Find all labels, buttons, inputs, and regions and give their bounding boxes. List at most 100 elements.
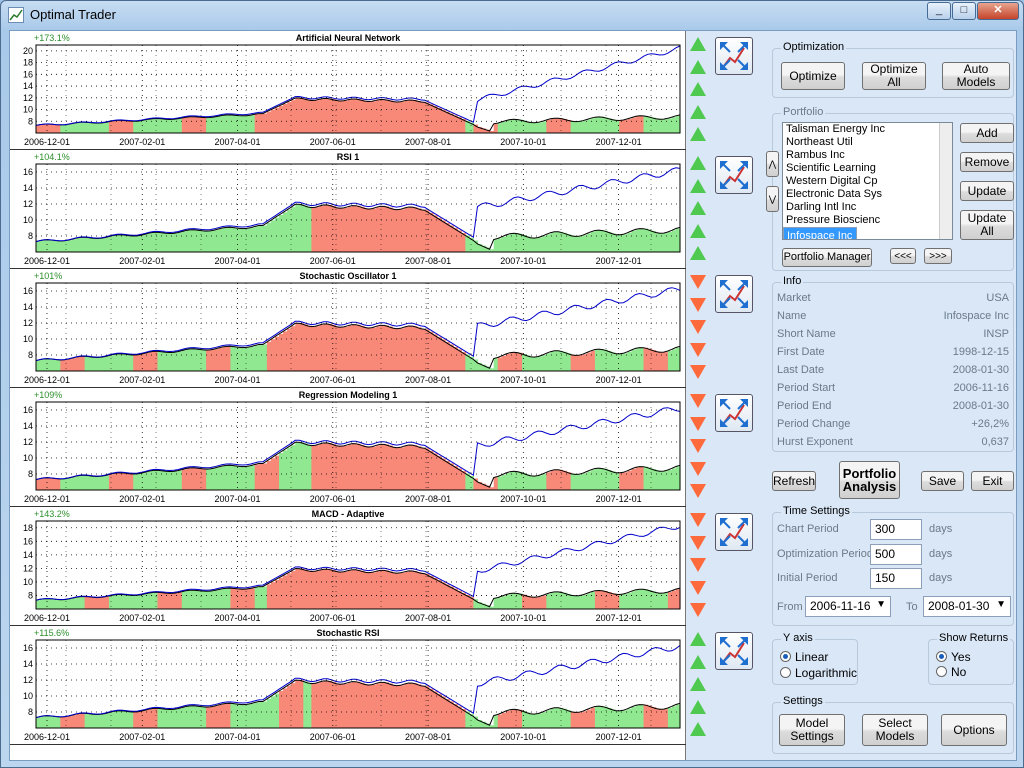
price-area-bar	[436, 217, 442, 252]
expand-chart-button[interactable]	[715, 275, 753, 313]
price-area-bar	[153, 592, 159, 609]
list-item[interactable]: Rambus Inc	[786, 149, 845, 161]
price-area-bar	[607, 118, 612, 133]
close-button[interactable]: ✕	[977, 2, 1019, 20]
price-area-bar	[550, 592, 556, 609]
price-area-bar	[307, 570, 313, 609]
info-group: Info	[772, 275, 1014, 452]
list-item[interactable]: Darling Intl Inc	[786, 201, 857, 213]
price-area-bar	[675, 347, 681, 371]
remove-button[interactable]: Remove	[960, 152, 1014, 172]
info-value: 1998-12-15	[952, 346, 1009, 358]
price-area-bar	[303, 569, 308, 609]
linear-radio[interactable]: Linear	[780, 650, 828, 664]
optimize-all-button[interactable]: Optimize All	[862, 62, 926, 90]
returns-no-radio[interactable]: No	[936, 665, 966, 679]
price-area-bar	[424, 102, 430, 133]
add-button[interactable]: Add	[960, 123, 1014, 143]
maximize-button[interactable]: □	[952, 2, 976, 20]
next-button[interactable]: >>>	[924, 248, 952, 264]
price-area-bar	[647, 705, 653, 728]
initial-period-input[interactable]: 150	[870, 568, 922, 589]
update-all-button[interactable]: Update All	[960, 210, 1014, 240]
logarithmic-radio[interactable]: Logarithmic	[780, 666, 857, 680]
price-line	[35, 203, 681, 250]
auto-models-button[interactable]: Auto Models	[942, 62, 1010, 90]
exit-button[interactable]: Exit	[971, 471, 1014, 491]
price-area-bar	[327, 98, 333, 133]
price-area-bar	[258, 225, 264, 252]
price-area-bar	[262, 463, 268, 490]
portfolio-analysis-button[interactable]: Portfolio Analysis	[839, 461, 900, 499]
list-item[interactable]: Pressure Bioscienc	[786, 214, 881, 226]
price-area-bar	[647, 467, 653, 490]
price-area-bar	[570, 235, 576, 252]
price-area-bar	[639, 466, 645, 490]
price-area-bar	[651, 469, 657, 490]
list-item[interactable]: Scientific Learning	[786, 162, 876, 174]
from-date-picker[interactable]: 2006-11-16 ▼	[805, 596, 891, 617]
returns-yes-radio[interactable]: Yes	[936, 650, 971, 664]
expand-chart-button[interactable]	[715, 156, 753, 194]
returns-yes-radio-dot	[936, 651, 947, 662]
chart-period-input[interactable]: 300	[870, 519, 922, 540]
price-area-bar	[501, 596, 507, 609]
arrow-down-icon	[690, 297, 706, 312]
price-area-bar	[542, 474, 547, 490]
move-up-button[interactable]: ⋀	[766, 151, 779, 177]
price-area-bar	[461, 592, 466, 609]
save-button[interactable]: Save	[921, 471, 964, 491]
model-settings-button[interactable]: Model Settings	[779, 714, 845, 746]
info-value: 2008-01-30	[952, 364, 1009, 376]
prev-button[interactable]: <<<	[890, 248, 916, 264]
price-area-bar	[590, 469, 596, 490]
price-area-bar	[607, 707, 612, 728]
portfolio-list[interactable]: Talisman Energy Inc Northeast Util Rambus …	[782, 122, 953, 240]
opt-period-input[interactable]: 500	[870, 544, 922, 565]
price-area-bar	[351, 205, 357, 252]
price-area-bar	[279, 453, 284, 490]
minimize-button[interactable]: _	[927, 2, 951, 20]
expand-chart-button[interactable]	[715, 513, 753, 551]
price-area-bar	[603, 590, 608, 609]
price-area-bar	[218, 348, 223, 371]
price-area-bar	[594, 706, 600, 728]
price-area-bar	[530, 475, 535, 490]
price-area-bar	[489, 130, 495, 133]
update-button[interactable]: Update	[960, 181, 1014, 201]
list-item[interactable]: Western Digital Cp	[786, 175, 878, 187]
price-area-bar	[193, 116, 199, 133]
price-area-bar	[246, 228, 252, 252]
price-area-bar	[594, 117, 600, 133]
to-date-picker[interactable]: 2008-01-30 ▼	[923, 596, 1011, 617]
optimize-button[interactable]: Optimize	[781, 62, 845, 90]
portfolio-scrollbar[interactable]	[939, 123, 952, 239]
list-item[interactable]: Northeast Util	[786, 136, 853, 148]
list-item[interactable]: Electronic Data Sys	[786, 188, 882, 200]
price-area-bar	[558, 469, 564, 490]
list-item[interactable]: Infospace Inc	[783, 227, 858, 239]
price-area-bar	[639, 115, 645, 133]
price-area-bar	[129, 354, 134, 371]
price-area-bar	[279, 577, 284, 609]
move-down-button[interactable]: ⋁	[766, 186, 779, 212]
x-tick-label: 2007-10-01	[500, 375, 546, 385]
price-area-bar	[392, 572, 398, 609]
price-area-bar	[432, 691, 438, 728]
y-tick-label: 10	[23, 334, 33, 344]
price-line	[35, 441, 681, 488]
expand-chart-button[interactable]	[715, 394, 753, 432]
price-area-bar	[364, 572, 369, 609]
price-area-bar	[400, 209, 406, 252]
price-area-bar	[534, 357, 539, 371]
refresh-button[interactable]: Refresh	[772, 471, 816, 491]
list-item[interactable]: Talisman Energy Inc	[786, 123, 886, 135]
price-area-bar	[469, 237, 475, 252]
price-area-bar	[137, 711, 142, 728]
expand-chart-button[interactable]	[715, 632, 753, 670]
select-models-button[interactable]: Select Models	[862, 714, 928, 746]
price-area-bar	[64, 478, 70, 490]
expand-chart-button[interactable]	[715, 37, 753, 75]
portfolio-manager-button[interactable]: Portfolio Manager	[782, 248, 872, 267]
options-button[interactable]: Options	[941, 714, 1007, 746]
